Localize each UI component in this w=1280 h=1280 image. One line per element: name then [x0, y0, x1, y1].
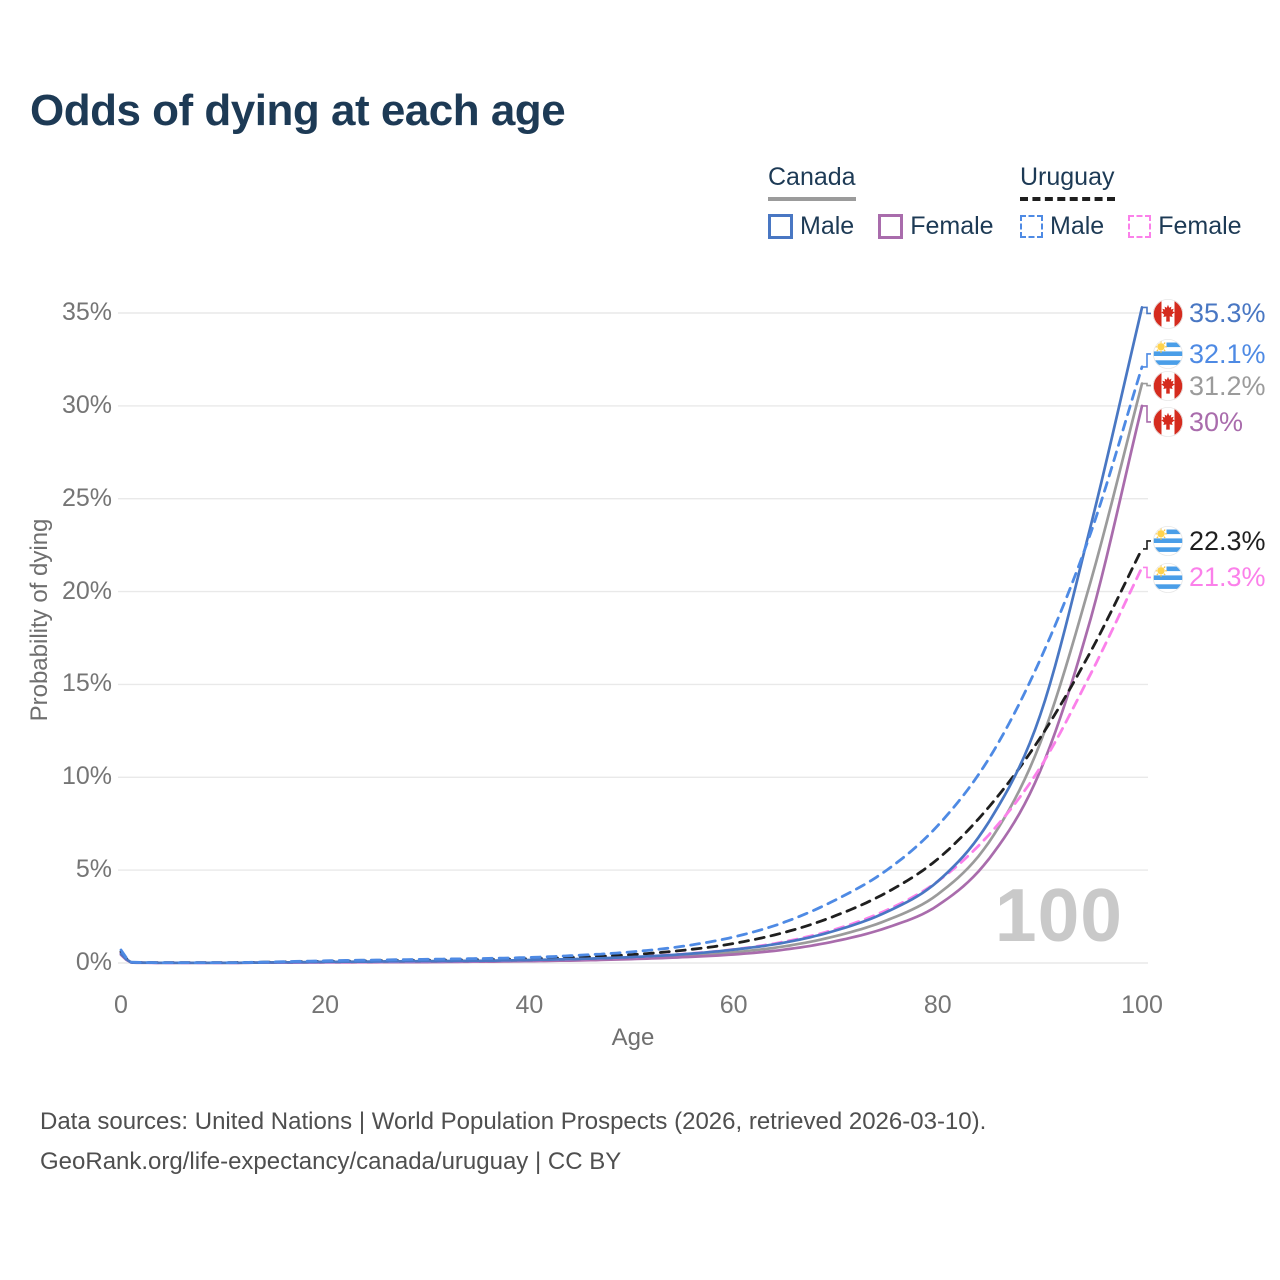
- series-line-uruguay-male: [119, 365, 1144, 964]
- page-title: Odds of dying at each age: [30, 86, 566, 135]
- uruguay-flag-icon: [1153, 526, 1183, 557]
- end-label-uruguay-both: 22.3%: [1153, 526, 1266, 557]
- y-tick-label: 30%: [61, 390, 112, 419]
- footer-sources: Data sources: United Nations | World Pop…: [40, 1108, 987, 1135]
- uruguay-female-swatch-icon: [1128, 215, 1152, 238]
- legend-item-canada-male[interactable]: Male: [768, 212, 854, 241]
- legend-country-uruguay[interactable]: Uruguay: [1020, 163, 1115, 201]
- end-label-value: 30%: [1189, 406, 1244, 437]
- end-label-connector: [1143, 353, 1151, 368]
- legend-item-uruguay-female[interactable]: Female: [1128, 212, 1242, 241]
- end-label-value: 22.3%: [1189, 525, 1266, 556]
- uruguay-flag-icon: [1153, 562, 1183, 593]
- legend-items-uruguay: Male Female: [1020, 212, 1242, 241]
- end-label-value: 31.2%: [1189, 370, 1266, 401]
- end-label-connector: [1143, 405, 1151, 423]
- legend-item-canada-female[interactable]: Female: [878, 212, 994, 241]
- legend-group-uruguay: Uruguay Male Female: [1020, 163, 1242, 241]
- y-tick-label: 15%: [61, 669, 112, 698]
- end-label-connector: [1143, 382, 1151, 387]
- canada-male-swatch-icon: [768, 214, 793, 239]
- x-tick-label: 60: [719, 991, 748, 1019]
- legend-group-canada: Canada Male Female: [768, 163, 994, 241]
- x-axis-title: Age: [611, 1024, 655, 1051]
- end-label-connector: [1143, 566, 1151, 579]
- x-tick-label: 100: [1121, 991, 1163, 1019]
- end-label-value: 35.3%: [1189, 298, 1266, 329]
- canada-female-swatch-icon: [878, 214, 904, 239]
- end-label-value: 32.1%: [1189, 338, 1266, 369]
- end-label-canada-female: 30%: [1153, 407, 1243, 438]
- end-label-canada-both: 31.2%: [1153, 371, 1266, 402]
- legend-item-uruguay-male[interactable]: Male: [1020, 212, 1104, 241]
- legend-item-label: Male: [1050, 212, 1105, 240]
- end-label-connector: [1143, 306, 1151, 315]
- end-label-uruguay-male: 32.1%: [1153, 339, 1266, 370]
- end-label-canada-male: 35.3%: [1153, 298, 1266, 329]
- end-label-value: 21.3%: [1189, 562, 1266, 593]
- legend-item-label: Female: [1158, 212, 1242, 240]
- end-label-uruguay-female: 21.3%: [1153, 562, 1266, 593]
- y-tick-label: 20%: [61, 576, 112, 605]
- uruguay-male-swatch-icon: [1020, 215, 1043, 238]
- canada-flag-icon: [1153, 298, 1183, 329]
- legend-item-label: Male: [800, 212, 855, 240]
- legend-country-canada[interactable]: Canada: [768, 163, 856, 201]
- y-tick-label: 5%: [75, 855, 112, 884]
- legend-item-label: Female: [910, 212, 994, 240]
- y-tick-label: 0%: [75, 948, 112, 976]
- x-tick-label: 0: [114, 991, 128, 1019]
- legend-items-canada: Male Female: [768, 212, 994, 241]
- age-watermark: 100: [994, 873, 1123, 957]
- y-axis-title: Probability of dying: [26, 518, 53, 722]
- y-tick-label: 35%: [61, 298, 112, 326]
- footer-link: GeoRank.org/life-expectancy/canada/urugu…: [40, 1148, 622, 1175]
- x-tick-label: 40: [515, 991, 544, 1019]
- y-tick-label: 10%: [61, 762, 112, 791]
- end-label-connector: [1143, 540, 1151, 550]
- x-tick-label: 80: [923, 991, 952, 1019]
- y-tick-label: 25%: [61, 483, 112, 512]
- canada-flag-icon: [1153, 407, 1183, 438]
- x-tick-label: 20: [311, 991, 340, 1019]
- uruguay-flag-icon: [1153, 339, 1183, 370]
- canada-flag-icon: [1153, 371, 1183, 402]
